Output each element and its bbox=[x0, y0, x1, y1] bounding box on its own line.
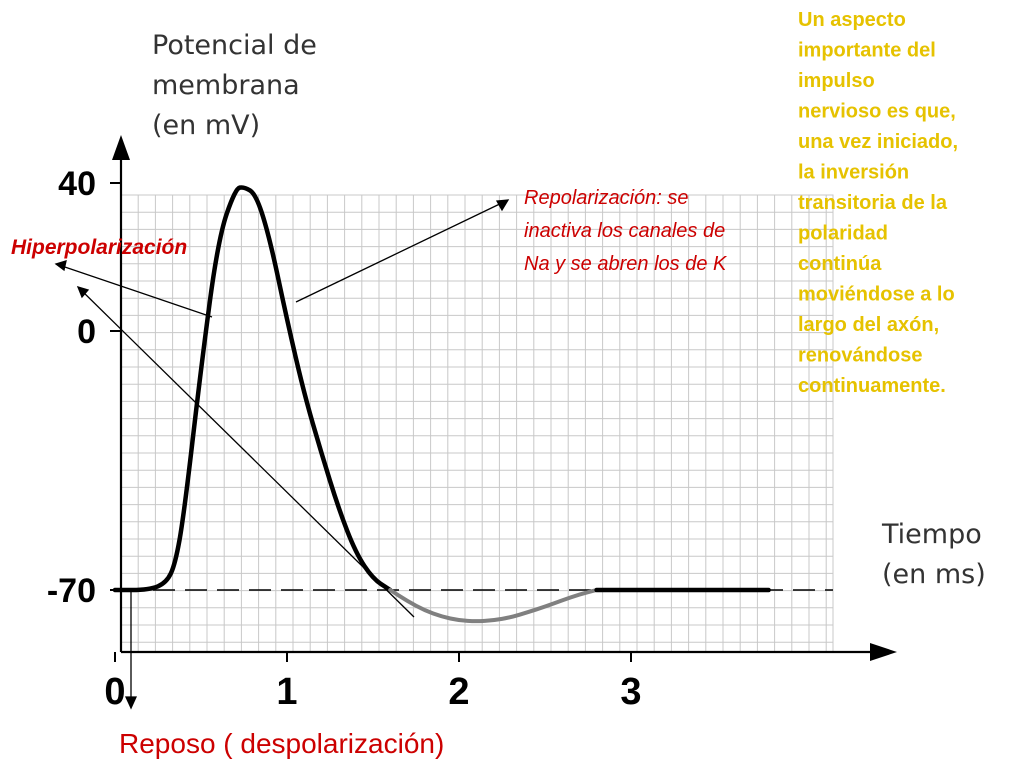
repolarization-arrowhead bbox=[495, 199, 510, 212]
side-note: Un aspecto importante del impulso nervioso … bbox=[798, 9, 958, 397]
side-note-line: la inversión bbox=[798, 162, 909, 184]
side-note-line: renovándose bbox=[798, 345, 922, 367]
repolarization-arrow bbox=[295, 199, 509, 303]
hyperpolarization-arrowhead-2 bbox=[76, 285, 90, 299]
repolarization-label-line-3: Na y se abren los de K bbox=[524, 253, 728, 275]
x-axis-title-line-2: (en ms) bbox=[882, 559, 986, 590]
side-note-line: largo del axón, bbox=[798, 314, 939, 336]
hyperpolarization-arrow-2 bbox=[77, 286, 415, 618]
side-note-line: importante del bbox=[798, 40, 936, 62]
hyperpolarization-arrowhead-1 bbox=[54, 260, 67, 272]
side-note-line: continúa bbox=[798, 253, 882, 275]
y-tick-label: 40 bbox=[58, 165, 96, 203]
y-tick-label: 0 bbox=[77, 313, 96, 351]
side-note-line: Un aspecto bbox=[798, 9, 906, 31]
annotation-arrows bbox=[54, 199, 510, 710]
y-axis-title-line-2: membrana bbox=[152, 70, 300, 101]
ticks: 40 0 -70 0 1 2 3 bbox=[47, 165, 642, 713]
series-action-potential bbox=[112, 185, 393, 593]
side-note-line: continuamente. bbox=[798, 375, 946, 397]
x-tick-label: 3 bbox=[620, 671, 641, 713]
side-note-line: moviéndose a lo bbox=[798, 284, 955, 306]
x-tick-label: 2 bbox=[448, 671, 469, 713]
series-layer bbox=[112, 185, 771, 624]
side-note-line: polaridad bbox=[798, 223, 888, 245]
x-tick-label: 1 bbox=[276, 671, 297, 713]
x-axis-title-line-1: Tiempo bbox=[881, 519, 982, 550]
y-axis-title-line-3: (en mV) bbox=[152, 110, 260, 141]
x-axis-arrowhead bbox=[870, 643, 897, 661]
side-note-line: transitoria de la bbox=[798, 192, 948, 214]
hyperpolarization-arrow-1 bbox=[55, 263, 213, 318]
side-note-line: una vez iniciado, bbox=[798, 131, 958, 153]
rest-label: Reposo ( despolarización) bbox=[119, 728, 444, 759]
grid bbox=[120, 194, 834, 653]
side-note-line: impulso bbox=[798, 70, 875, 92]
y-axis-title-line-1: Potencial de bbox=[152, 30, 317, 61]
repolarization-label-line-2: inactiva los canales de bbox=[524, 220, 725, 242]
rest-arrowhead bbox=[124, 696, 138, 710]
repolarization-label-line-1: Repolarización: se bbox=[524, 187, 689, 209]
y-tick-label: -70 bbox=[47, 572, 96, 610]
series-after-hyperpolarization bbox=[388, 588, 599, 624]
hyperpolarization-label: Hiperpolarización bbox=[11, 236, 187, 259]
x-tick-label: 0 bbox=[104, 671, 125, 713]
axes bbox=[112, 135, 897, 661]
y-axis-arrowhead bbox=[112, 135, 130, 160]
side-note-line: nervioso es que, bbox=[798, 101, 956, 123]
